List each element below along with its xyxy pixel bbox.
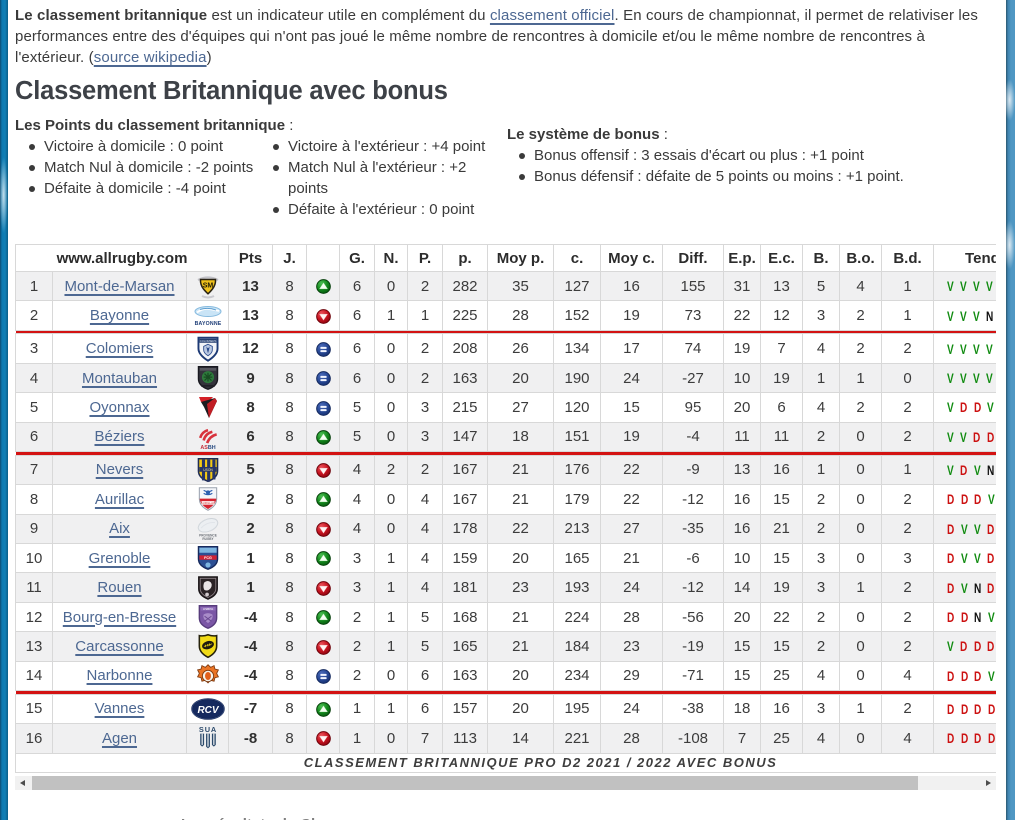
svg-text:COLOMIERS: COLOMIERS [199,339,216,343]
svg-text:BAYONNE: BAYONNE [194,321,221,327]
svg-text:USBPA: USBPA [202,607,213,611]
svg-text:PROVENCE: PROVENCE [199,533,217,537]
svg-text:RUGBY: RUGBY [202,537,214,541]
svg-text:SM: SM [202,283,213,290]
svg-text:RCV: RCV [197,705,219,716]
svg-text:FCG: FCG [204,556,212,560]
svg-text:SUA: SUA [198,725,216,734]
svg-text:ASBH: ASBH [200,445,215,450]
svg-text:USON: USON [203,468,213,472]
svg-text:AURILLAC: AURILLAC [200,501,215,505]
